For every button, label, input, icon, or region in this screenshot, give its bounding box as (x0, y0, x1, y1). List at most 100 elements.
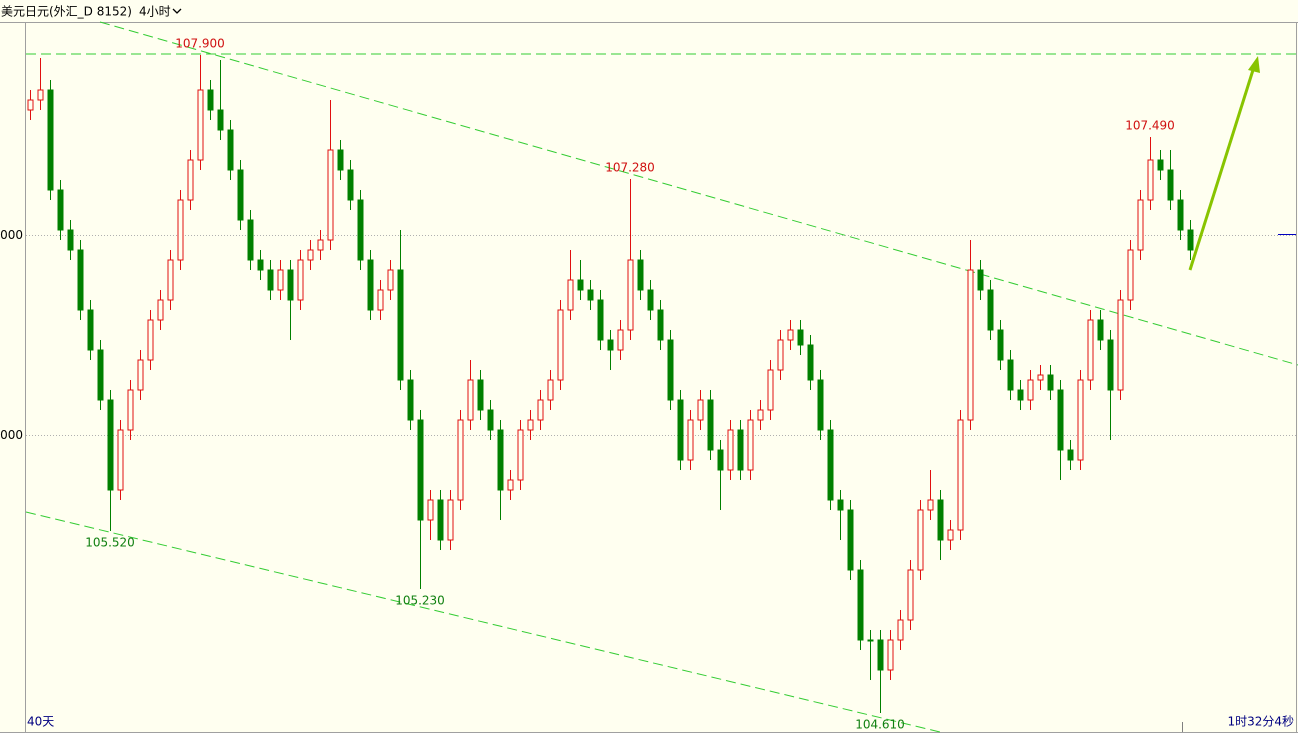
candle-body (1167, 169, 1174, 201)
candle-body (67, 229, 74, 251)
candle-body (967, 269, 974, 421)
candle-body (767, 369, 774, 411)
candle-body (347, 169, 354, 201)
candle-body (287, 269, 294, 301)
candle-body (307, 249, 314, 261)
candle-body (577, 279, 584, 291)
candle-body (667, 339, 674, 401)
range-label: 40天 (27, 715, 54, 729)
y-tick-label: 106.000 (0, 428, 23, 442)
candle-body (657, 309, 664, 341)
candle-body (697, 399, 704, 421)
candle-body (127, 389, 134, 431)
candle-body (477, 379, 484, 411)
y-tick-label: 107.000 (0, 228, 23, 242)
candle-body (387, 269, 394, 291)
candle-body (947, 529, 954, 541)
candle-body (417, 419, 424, 521)
candle-body (1067, 449, 1074, 461)
candle-body (907, 569, 914, 621)
price-annotation: 105.520 (85, 536, 135, 550)
candle-body (1127, 249, 1134, 301)
candle-body (957, 419, 964, 531)
candle-body (117, 429, 124, 491)
period-selector[interactable]: 4小时 (139, 5, 171, 19)
candle-body (1107, 339, 1114, 391)
candle-body (1047, 374, 1054, 391)
candle-body (797, 329, 804, 346)
candle-body (997, 329, 1004, 361)
candle-body (557, 309, 564, 381)
candle-body (1037, 374, 1044, 381)
candle-body (427, 499, 434, 521)
candle-body (237, 169, 244, 221)
candle-body (707, 399, 714, 451)
candle-body (1007, 359, 1014, 391)
candle-body (327, 149, 334, 241)
candle-body (827, 429, 834, 501)
candle-body (727, 429, 734, 471)
candle-body (1117, 299, 1124, 391)
channel-upper (99, 21, 1298, 366)
candle-body (877, 639, 884, 671)
candle-body (1087, 319, 1094, 381)
candle-body (617, 329, 624, 351)
candle-body (447, 499, 454, 541)
candle-body (687, 419, 694, 461)
candle-body (187, 159, 194, 201)
candle-body (107, 399, 114, 491)
candle-body (977, 269, 984, 291)
candle-body (847, 509, 854, 571)
candle-body (277, 269, 284, 291)
candle-body (147, 319, 154, 361)
candle-body (807, 344, 814, 381)
candle-body (1027, 379, 1034, 401)
candle-body (267, 269, 274, 291)
candle-body (297, 259, 304, 301)
candle-body (1157, 159, 1164, 171)
candle-body (937, 499, 944, 541)
candle-body (257, 259, 264, 271)
channel-lower (25, 511, 941, 733)
grid: 106.000 107.000 (0, 228, 1296, 442)
candle-body (777, 339, 784, 371)
candle-body (677, 399, 684, 461)
candle-body (887, 639, 894, 671)
candle-body (197, 89, 204, 161)
price-annotation: 107.900 (175, 37, 225, 51)
candle-body (167, 259, 174, 301)
candle-body (317, 239, 324, 251)
candle-body (467, 379, 474, 421)
period-chevron[interactable] (172, 8, 182, 14)
symbol-title[interactable]: 美元日元(外汇_D 8152) (1, 5, 132, 19)
candle-body (867, 639, 874, 642)
forecast-arrow (1188, 69, 1255, 271)
candle-body (367, 259, 374, 311)
candle-body (567, 279, 574, 311)
candle-body (507, 479, 514, 491)
candle-body (1077, 379, 1084, 461)
candle-body (517, 429, 524, 481)
candle-body (137, 359, 144, 391)
price-annotation: 107.280 (605, 161, 655, 175)
candle-body (747, 419, 754, 471)
candle-body (627, 259, 634, 331)
candle-body (817, 379, 824, 431)
candle-body (647, 289, 654, 311)
candle-body (607, 339, 614, 351)
candle-body (1187, 229, 1194, 251)
candle-body (397, 269, 404, 381)
candle-body (407, 379, 414, 421)
candle-body (97, 349, 104, 401)
candle-body (1147, 159, 1154, 201)
candle-body (1057, 389, 1064, 451)
candle-body (247, 219, 254, 261)
candle-body (717, 449, 724, 471)
candle-body (377, 289, 384, 311)
forecast-arrowhead (1248, 56, 1260, 73)
countdown-timer: 1时32分4秒 (1227, 715, 1294, 729)
candle-body (1137, 199, 1144, 251)
candle-body (917, 509, 924, 571)
